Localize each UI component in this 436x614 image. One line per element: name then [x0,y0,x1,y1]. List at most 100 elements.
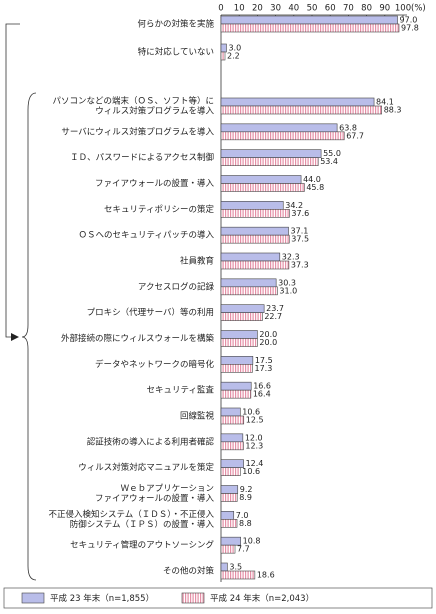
category-label: パソコンなどの端末（ＯＳ、ソフト等）に [52,96,214,107]
bar [220,570,256,580]
value-label: 2.2 [227,52,240,61]
value-label: 8.8 [239,519,252,528]
x-tick-label: 20 [252,4,263,14]
bar [220,389,252,399]
x-tick-label: 90 [379,4,390,14]
bar [220,467,241,476]
bar [220,381,252,391]
bar [220,149,322,158]
x-tick-label: 10 [234,4,245,14]
x-tick-label: 100 [395,4,411,14]
value-label: 37.1 [291,227,309,236]
category-label: 外部接続の際にウィルスウォールを構築 [61,333,215,344]
value-label: 53.4 [320,157,338,166]
x-tick-label: 40 [288,4,299,14]
value-label: 44.0 [303,175,321,184]
value-label: 97.0 [400,16,418,25]
bar [220,441,244,451]
legend-label: 平成 23 年末（n=1,855） [50,593,154,604]
bar [220,234,290,244]
value-label: 31.0 [279,286,297,295]
x-tick-label: 80 [361,4,372,14]
value-label: 16.4 [253,390,271,399]
bar [220,493,238,502]
value-label: 63.8 [339,123,357,132]
value-label: 23.7 [266,304,284,313]
value-label: 37.5 [291,235,309,244]
value-label: 17.5 [255,356,273,365]
category-label: 不正侵入検知システム（ＩＤＳ）・不正侵入 [49,509,215,520]
value-label: 37.3 [291,261,309,270]
bar [220,157,319,166]
category-label: ウィルス対策対応マニュアルを策定 [78,462,214,473]
value-label: 7.7 [237,545,250,554]
bar [220,407,241,417]
value-label: 97.8 [401,24,419,33]
category-label: セキュリティ管理のアウトソーシング [70,540,214,551]
bar [220,330,258,339]
bar [220,562,228,572]
category-label: その他の対策 [163,566,215,577]
value-label: 22.7 [264,312,282,321]
bar [220,175,302,184]
value-label: 12.3 [245,441,263,450]
bar [220,260,290,270]
x-tick-label: 0 [218,4,223,14]
bar [220,356,254,365]
bar [220,433,244,443]
value-label: 32.3 [282,253,300,262]
value-label: 12.0 [245,433,263,442]
value-label: 18.6 [257,571,275,580]
category-label: 何らかの対策を実施 [137,19,214,30]
bar [220,15,398,25]
bar [220,304,265,313]
bar [220,51,226,61]
category-label: セキュリティ監査 [147,385,215,396]
value-label: 55.0 [323,149,341,158]
value-label: 20.0 [259,338,277,347]
value-label: 17.3 [254,364,272,373]
category-label: 防御システム（ＩＰＳ）の設置・導入 [70,519,215,530]
bar [220,459,244,468]
bar [220,105,383,115]
category-label: 社員教育 [180,256,214,267]
category-label: Ｗｅｂアプリケーション [121,483,214,494]
bar [220,519,238,528]
bar [220,209,290,218]
brace [21,92,37,581]
value-label: 20.0 [259,330,277,339]
bar [220,252,281,262]
value-label: 3.0 [228,44,241,53]
bar [220,312,263,321]
value-label: 3.5 [229,563,242,572]
unit-label: (%) [411,4,426,14]
legend-box [3,587,433,609]
category-label: ＯＳへのセキュリティパッチの導入 [79,230,215,241]
category-label: アクセスログの記録 [138,281,215,292]
bar [220,511,235,520]
category-label: データやネットワークの暗号化 [95,359,215,370]
bar [220,544,236,554]
bar [220,97,375,107]
x-tick-label: 60 [325,4,336,14]
bar [220,201,284,210]
value-label: 16.6 [253,382,271,391]
value-label: 88.3 [384,106,402,115]
category-label: ファイアウォールの設置・導入 [95,493,215,504]
value-label: 7.0 [236,511,249,520]
value-label: 8.9 [239,493,252,502]
value-label: 34.2 [285,201,303,210]
value-label: 67.7 [346,131,364,140]
value-label: 10.6 [242,467,260,476]
category-label: 認証技術の導入による利用者確認 [87,436,215,447]
bar [220,131,345,141]
x-tick-label: 50 [307,4,318,14]
bar [220,278,277,288]
bar [220,338,258,347]
category-label: ファイアウォールの設置・導入 [95,178,215,189]
bar [220,183,305,192]
category-label: ウィルス対策プログラムを導入 [95,106,214,117]
category-label: ＩＤ、パスワードによるアクセス制御 [70,152,214,163]
value-label: 10.8 [243,537,261,546]
